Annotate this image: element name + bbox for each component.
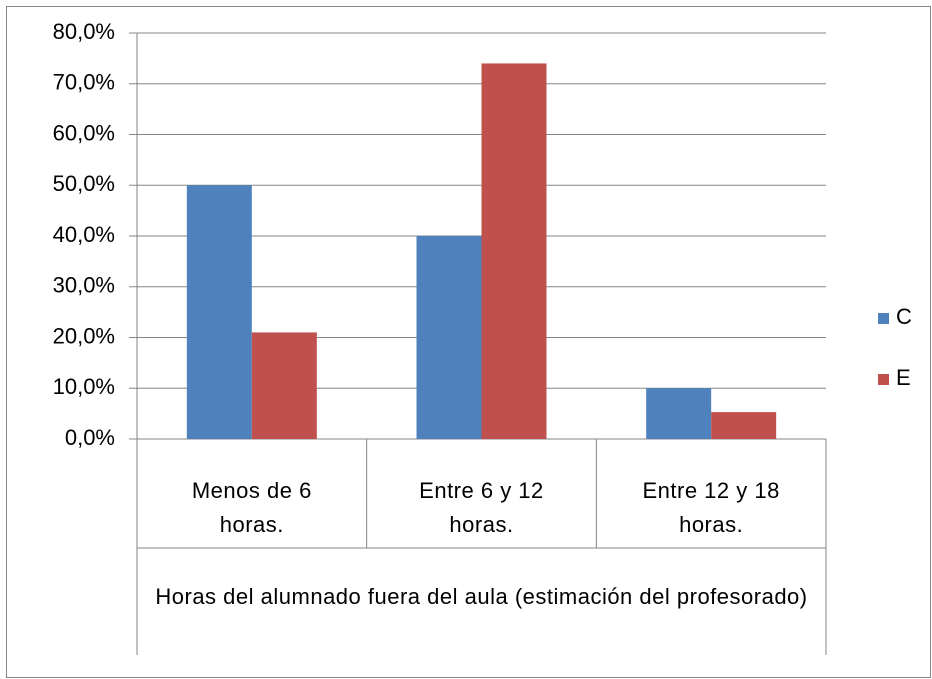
x-tick-label: Entre 12 y 18 horas. bbox=[642, 478, 780, 537]
x-tick-label: Entre 6 y 12 horas. bbox=[419, 478, 544, 537]
bar bbox=[711, 412, 777, 439]
bar bbox=[186, 185, 252, 439]
y-tick-label: 0,0% bbox=[65, 425, 115, 450]
y-tick-label: 80,0% bbox=[53, 19, 115, 44]
x-tick-label: Menos de 6 horas. bbox=[191, 478, 312, 537]
y-tick-label: 60,0% bbox=[53, 120, 115, 145]
x-axis-title: Horas del alumnado fuera del aula (estim… bbox=[155, 584, 808, 609]
y-tick-label: 20,0% bbox=[53, 323, 115, 348]
legend-swatch bbox=[878, 313, 889, 324]
y-tick-label: 50,0% bbox=[53, 171, 115, 196]
legend-swatch bbox=[878, 374, 889, 385]
legend-label: C bbox=[896, 304, 912, 329]
y-tick-label: 40,0% bbox=[53, 222, 115, 247]
bar bbox=[481, 63, 547, 439]
bar bbox=[646, 388, 712, 439]
y-tick-label: 30,0% bbox=[53, 273, 115, 298]
y-tick-label: 10,0% bbox=[53, 374, 115, 399]
y-tick-label: 70,0% bbox=[53, 70, 115, 95]
bar bbox=[251, 332, 317, 439]
legend-label: E bbox=[896, 365, 911, 390]
bar bbox=[416, 236, 482, 439]
